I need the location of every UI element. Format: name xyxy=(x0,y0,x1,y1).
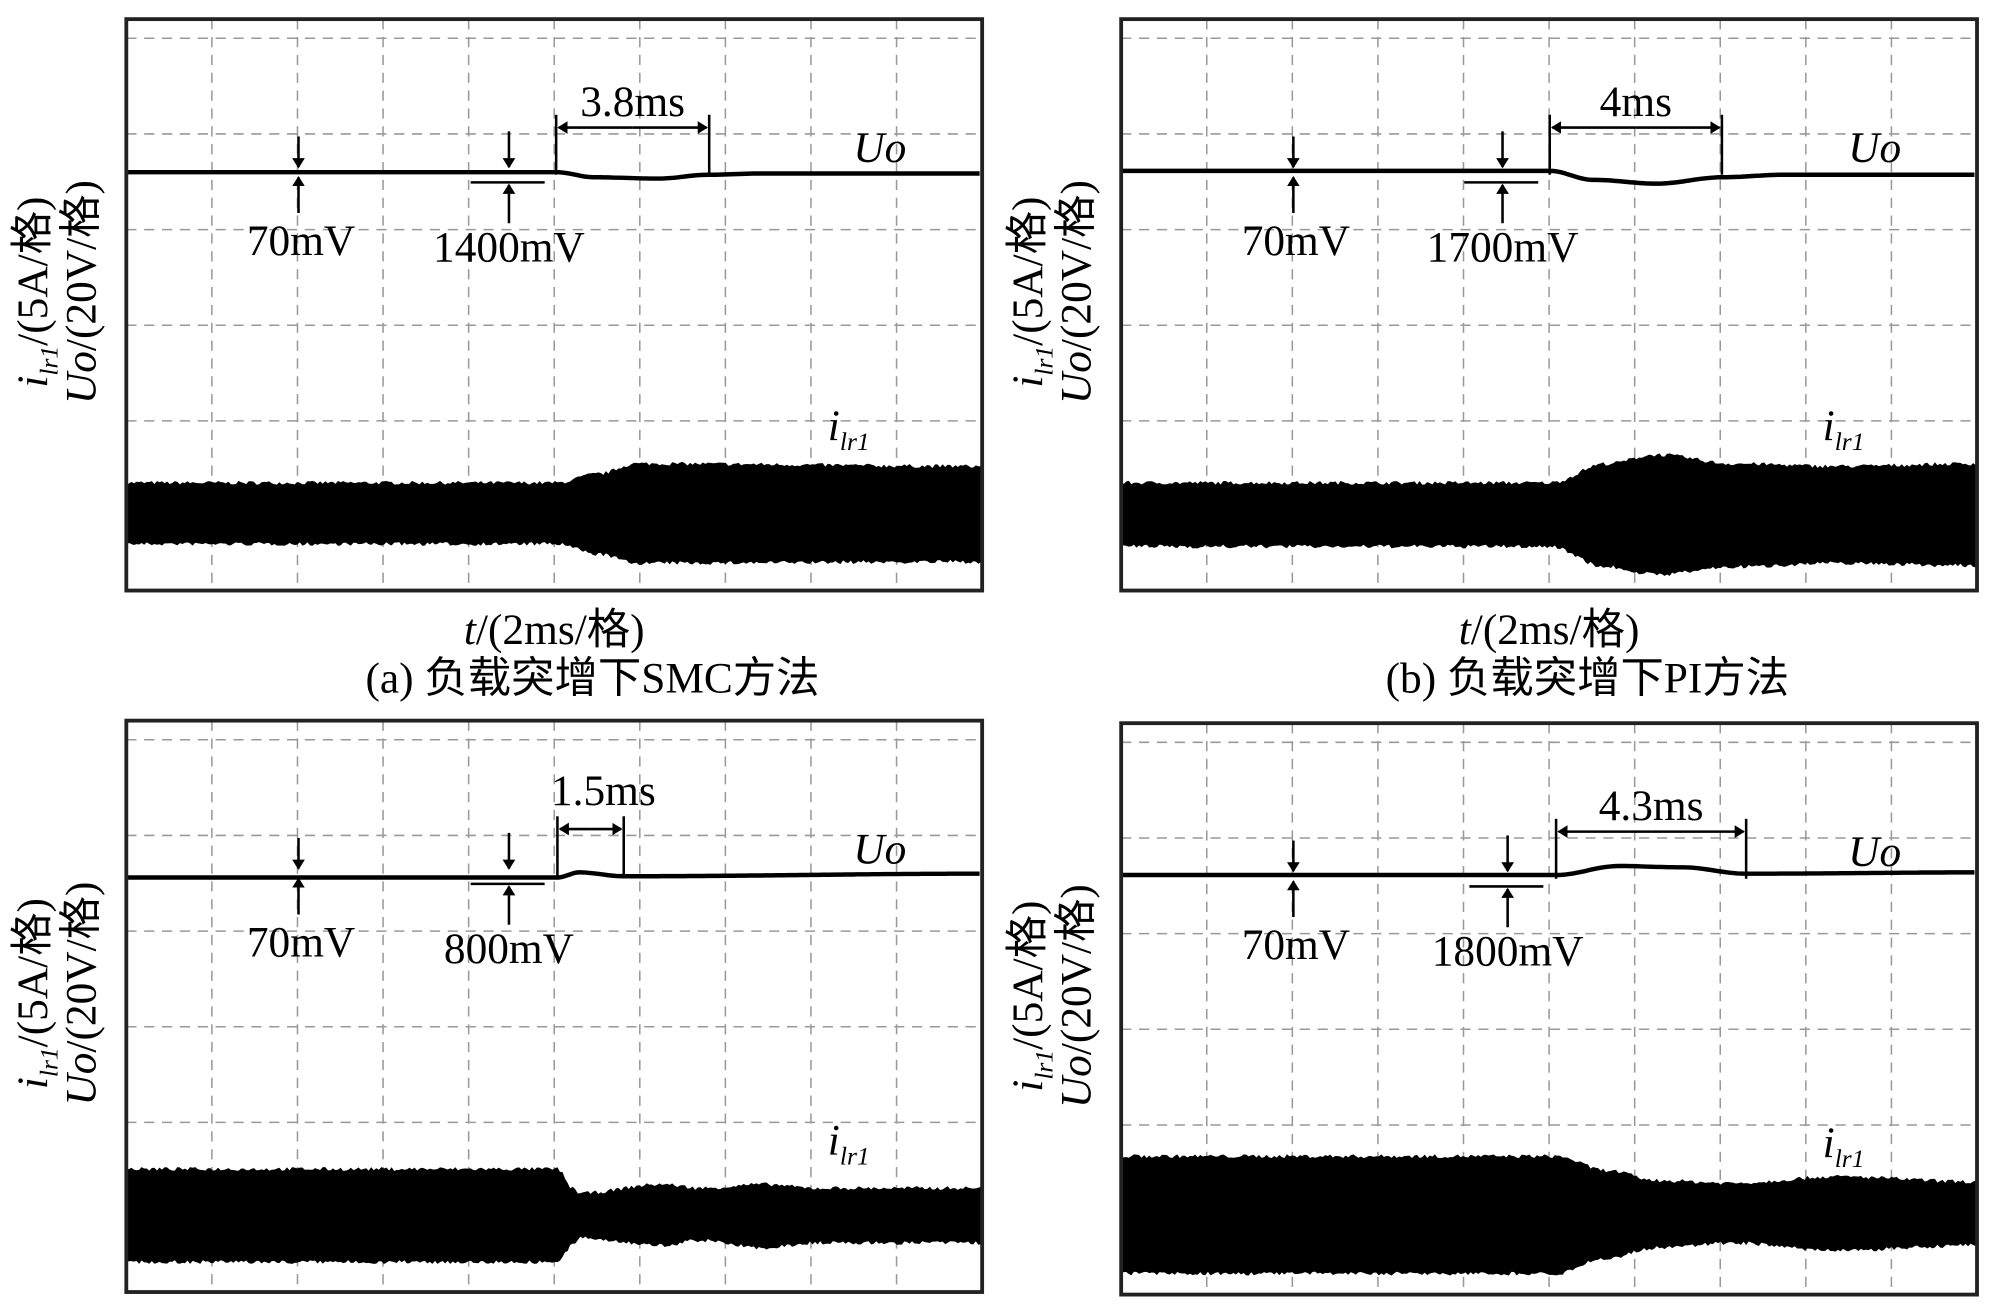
y-axis-label: Uo/(20V/格) xyxy=(1053,180,1101,404)
y-axis-label: ilr1/(5A/格) xyxy=(1004,197,1058,388)
current-waveform xyxy=(126,1167,981,1264)
trace-label: ilr1 xyxy=(828,402,870,456)
trace-label: Uo xyxy=(853,825,906,873)
time-label: 3.8ms xyxy=(580,78,685,126)
ripple-label: 70mV xyxy=(247,919,355,967)
y-label-unit: /(5A/格) xyxy=(1004,197,1052,346)
y-axis-label: ilr1/(5A/格) xyxy=(1004,901,1058,1092)
y-label-subscript: lr1 xyxy=(1029,1050,1058,1080)
y-label-symbol: i xyxy=(9,376,57,388)
panel: 70mV 1400mV3.8msUoilr1ilr1/(5A/格)Uo/(20V/… xyxy=(9,17,985,703)
y-label-unit: /(20V/格) xyxy=(58,180,106,351)
trace-label: ilr1 xyxy=(1823,1119,1865,1173)
y-label-symbol: i xyxy=(1004,376,1052,388)
panel: 70mV 1700mV4msUoilr1ilr1/(5A/格)Uo/(20V/格)… xyxy=(1004,17,1979,703)
caption: (a) 负载突增下SMC方法 xyxy=(365,655,819,703)
y-label-subscript: lr1 xyxy=(1029,346,1058,376)
x-axis-label: t/(2ms/格) xyxy=(1459,606,1640,654)
voltage-waveform xyxy=(1121,168,1975,186)
y-label-unit: /(5A/格) xyxy=(1004,901,1052,1050)
deviation-label: 1800mV xyxy=(1432,928,1584,976)
panel: 70mV 800mV1.5msUoilr1ilr1/(5A/格)Uo/(20V/格… xyxy=(9,718,985,1294)
plot-frame xyxy=(1119,721,1979,1297)
y-label-symbol: Uo xyxy=(1053,1055,1101,1108)
y-label-symbol: Uo xyxy=(58,1053,106,1106)
x-axis-label: t/(2ms/格) xyxy=(464,606,645,654)
y-label-unit: /(5A/格) xyxy=(9,197,57,346)
y-axis-label: Uo/(20V/格) xyxy=(58,882,106,1106)
trace-subscript: lr1 xyxy=(1835,427,1865,456)
trace-label: Uo xyxy=(1848,124,1901,172)
panel: 70mV 1800mV4.3msUoilr1ilr1/(5A/格)Uo/(20V/… xyxy=(1004,721,1979,1297)
trace-symbol: i xyxy=(1823,402,1835,450)
trace-subscript: lr1 xyxy=(840,1141,870,1170)
y-axis-label: Uo/(20V/格) xyxy=(1053,884,1101,1108)
time-label: 4ms xyxy=(1600,78,1672,126)
y-axis-label: ilr1/(5A/格) xyxy=(9,197,63,388)
trace-label: Uo xyxy=(1848,828,1901,876)
y-label-unit: /(20V/格) xyxy=(1053,884,1101,1055)
trace-symbol: i xyxy=(828,1116,840,1164)
y-label-symbol: Uo xyxy=(58,351,106,404)
trace-subscript: lr1 xyxy=(840,427,870,456)
y-label-unit: /(20V/格) xyxy=(1053,180,1101,351)
plot-frame xyxy=(124,17,985,593)
deviation-label: 800mV xyxy=(444,925,574,973)
caption: (b) 负载突增下PI方法 xyxy=(1386,655,1789,703)
x-label-symbol: t xyxy=(1459,606,1472,654)
trace-label: ilr1 xyxy=(1823,402,1865,456)
y-label-symbol: i xyxy=(9,1077,57,1089)
trace-subscript: lr1 xyxy=(1835,1144,1865,1173)
y-label-unit: /(20V/格) xyxy=(58,882,106,1053)
current-waveform xyxy=(1121,1154,1976,1276)
y-label-subscript: lr1 xyxy=(34,346,63,376)
ripple-label: 70mV xyxy=(1242,217,1350,265)
y-label-subscript: lr1 xyxy=(34,1047,63,1077)
trace-label: Uo xyxy=(853,124,906,172)
deviation-label: 1700mV xyxy=(1427,223,1579,271)
ripple-label: 70mV xyxy=(247,217,355,265)
ripple-label: 70mV xyxy=(1242,921,1350,969)
y-axis-label: ilr1/(5A/格) xyxy=(9,898,63,1089)
plot-frame xyxy=(1119,17,1979,593)
voltage-waveform xyxy=(1121,863,1975,878)
x-label-unit: /(2ms/格) xyxy=(1471,606,1640,654)
voltage-waveform xyxy=(126,870,980,880)
trace-label: ilr1 xyxy=(828,1116,870,1170)
x-label-unit: /(2ms/格) xyxy=(476,606,645,654)
current-waveform xyxy=(1121,453,1976,576)
time-label: 1.5ms xyxy=(551,767,656,815)
voltage-waveform xyxy=(126,169,980,181)
plot-frame xyxy=(124,718,985,1294)
y-label-symbol: i xyxy=(1004,1080,1052,1092)
current-waveform xyxy=(126,461,981,565)
trace-symbol: i xyxy=(828,402,840,450)
time-label: 4.3ms xyxy=(1599,782,1704,830)
y-label-unit: /(5A/格) xyxy=(9,898,57,1047)
deviation-label: 1400mV xyxy=(433,223,585,271)
y-axis-label: Uo/(20V/格) xyxy=(58,180,106,404)
x-label-symbol: t xyxy=(464,606,477,654)
y-label-symbol: Uo xyxy=(1053,351,1101,404)
trace-symbol: i xyxy=(1823,1119,1835,1167)
